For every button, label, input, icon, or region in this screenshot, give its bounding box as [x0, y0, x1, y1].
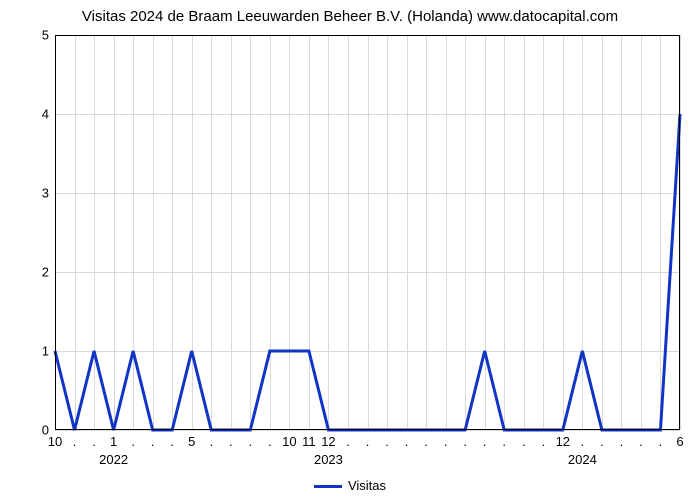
x-tick-minor: .: [659, 434, 663, 449]
y-tick-label: 3: [42, 186, 49, 201]
x-tick-label: 12: [321, 434, 335, 449]
x-tick-minor: .: [502, 434, 506, 449]
legend-label: Visitas: [348, 478, 386, 493]
x-tick-minor: .: [600, 434, 604, 449]
x-tick-minor: .: [483, 434, 487, 449]
x-tick-label: 1: [110, 434, 117, 449]
x-tick-label: 12: [556, 434, 570, 449]
x-tick-minor: .: [522, 434, 526, 449]
x-tick-minor: .: [541, 434, 545, 449]
x-tick-minor: .: [581, 434, 585, 449]
grid-v: [680, 35, 681, 430]
x-tick-minor: .: [249, 434, 253, 449]
x-tick-minor: .: [229, 434, 233, 449]
y-tick-label: 4: [42, 107, 49, 122]
chart-title: Visitas 2024 de Braam Leeuwarden Beheer …: [0, 8, 700, 25]
x-tick-minor: .: [463, 434, 467, 449]
x-tick-label: 10: [282, 434, 296, 449]
x-tick-minor: .: [385, 434, 389, 449]
plot-area: 012345 1015101112126....................…: [55, 35, 680, 430]
x-tick-minor: .: [346, 434, 350, 449]
x-tick-minor: .: [151, 434, 155, 449]
x-tick-minor: .: [639, 434, 643, 449]
x-tick-minor: .: [366, 434, 370, 449]
legend: Visitas: [0, 478, 700, 493]
x-tick-minor: .: [209, 434, 213, 449]
y-tick-label: 2: [42, 265, 49, 280]
legend-swatch: [314, 485, 342, 488]
x-tick-minor: .: [92, 434, 96, 449]
x-tick-minor: .: [131, 434, 135, 449]
x-tick-minor: .: [424, 434, 428, 449]
x-tick-minor: .: [620, 434, 624, 449]
x-tick-minor: .: [405, 434, 409, 449]
y-tick-label: 5: [42, 28, 49, 43]
y-tick-label: 1: [42, 344, 49, 359]
x-year-label: 2024: [568, 452, 597, 467]
x-tick-minor: .: [170, 434, 174, 449]
x-year-label: 2022: [99, 452, 128, 467]
x-tick-label: 5: [188, 434, 195, 449]
x-tick-label: 10: [48, 434, 62, 449]
x-tick-minor: .: [444, 434, 448, 449]
data-line: [55, 35, 680, 430]
x-tick-minor: .: [73, 434, 77, 449]
x-tick-label: 6: [676, 434, 683, 449]
x-tick-label: 11: [302, 434, 316, 449]
x-year-label: 2023: [314, 452, 343, 467]
x-tick-minor: .: [268, 434, 272, 449]
